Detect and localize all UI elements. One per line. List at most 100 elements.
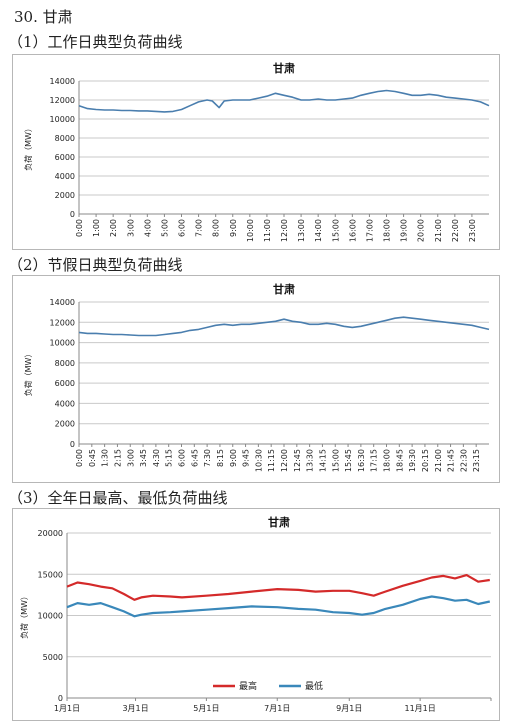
series-line-1 (66, 573, 490, 601)
x-tick-label: 10:30 (254, 449, 263, 472)
x-tick-label: 9:00 (229, 449, 238, 467)
x-tick-label: 3:45 (139, 449, 148, 467)
x-tick-label: 13:00 (297, 219, 306, 242)
x-tick-label: 11:15 (267, 449, 276, 472)
x-tick-label: 14:15 (318, 449, 327, 472)
y-tick-label: 12000 (50, 96, 75, 105)
y-tick-label: 10000 (50, 115, 75, 124)
x-tick-label: 18:45 (395, 449, 404, 472)
x-tick-label: 3月1日 (122, 704, 148, 713)
x-tick-label: 7月1日 (264, 704, 290, 713)
x-tick-label: 20:00 (417, 219, 426, 242)
x-tick-label: 4:30 (152, 449, 161, 467)
chart-title: 甘肃 (273, 61, 295, 75)
x-tick-label: 15:45 (344, 449, 353, 472)
x-tick-label: 5:00 (160, 219, 169, 237)
x-tick-label: 11:00 (263, 219, 272, 242)
x-tick-label: 1月1日 (54, 704, 80, 713)
series-line-1 (78, 316, 490, 337)
y-tick-label: 0 (58, 694, 63, 703)
y-tick-label: 5000 (43, 653, 63, 662)
x-tick-label: 4:00 (143, 219, 152, 237)
y-tick-label: 10000 (50, 339, 75, 348)
y-tick-label: 6000 (55, 379, 75, 388)
y-tick-label: 8000 (55, 134, 75, 143)
y-tick-label: 0 (70, 210, 75, 219)
x-tick-label: 9:45 (242, 449, 251, 467)
y-tick-label: 0 (70, 440, 75, 449)
y-tick-label: 12000 (50, 318, 75, 327)
y-tick-label: 10000 (38, 612, 63, 621)
x-tick-label: 19:00 (400, 219, 409, 242)
y-tick-label: 4000 (55, 172, 75, 181)
section-title: 30. 甘肃 (14, 8, 73, 26)
x-tick-label: 11月1日 (404, 704, 435, 713)
x-tick-label: 9:00 (229, 219, 238, 237)
x-tick-label: 0:45 (88, 449, 97, 467)
x-tick-label: 9月1日 (336, 704, 362, 713)
x-tick-label: 8:15 (216, 449, 225, 467)
y-axis-label: 负荷（MW） (23, 350, 33, 397)
x-tick-label: 21:00 (434, 449, 443, 472)
y-tick-label: 8000 (55, 359, 75, 368)
x-tick-label: 2:00 (109, 219, 118, 237)
x-tick-label: 5:15 (165, 449, 174, 467)
x-tick-label: 15:00 (331, 219, 340, 242)
x-tick-label: 6:45 (190, 449, 199, 467)
x-tick-label: 22:30 (459, 449, 468, 472)
y-tick-label: 14000 (50, 298, 75, 307)
x-tick-label: 8:00 (212, 219, 221, 237)
x-tick-label: 14:00 (314, 219, 323, 242)
x-tick-label: 3:00 (126, 449, 135, 467)
heading-workday: （1）工作日典型负荷曲线 (8, 33, 183, 51)
x-tick-label: 0:00 (75, 219, 84, 237)
y-tick-label: 6000 (55, 153, 75, 162)
y-axis-label: 负荷（MW） (19, 592, 29, 639)
x-tick-label: 10:00 (246, 219, 255, 242)
x-tick-label: 13:30 (306, 449, 315, 472)
x-tick-label: 17:15 (370, 449, 379, 472)
x-tick-label: 15:00 (331, 449, 340, 472)
y-tick-label: 2000 (55, 191, 75, 200)
x-tick-label: 6:00 (178, 219, 187, 237)
x-tick-label: 12:00 (280, 219, 289, 242)
series-line-1 (78, 89, 490, 113)
heading-holiday: （2）节假日典型负荷曲线 (8, 256, 183, 274)
x-tick-label: 19:30 (408, 449, 417, 472)
x-tick-label: 18:00 (383, 219, 392, 242)
x-tick-label: 5月1日 (193, 704, 219, 713)
x-tick-label: 0:00 (75, 449, 84, 467)
y-tick-label: 2000 (55, 420, 75, 429)
x-tick-label: 12:45 (293, 449, 302, 472)
legend-label-1: 最高 (239, 680, 257, 692)
y-tick-label: 14000 (50, 77, 75, 86)
x-tick-label: 23:15 (472, 449, 481, 472)
x-tick-label: 1:00 (92, 219, 101, 237)
chart-title: 甘肃 (268, 515, 290, 529)
y-tick-label: 20000 (38, 529, 63, 538)
x-tick-label: 12:00 (280, 449, 289, 472)
x-tick-label: 22:00 (451, 219, 460, 242)
x-tick-label: 16:30 (357, 449, 366, 472)
x-tick-label: 2:15 (113, 449, 122, 467)
heading-annual: （3）全年日最高、最低负荷曲线 (8, 489, 228, 507)
x-tick-label: 7:00 (195, 219, 204, 237)
x-tick-label: 18:00 (383, 449, 392, 472)
x-tick-label: 21:00 (434, 219, 443, 242)
y-axis-label: 负荷（MW） (23, 124, 33, 171)
chart-panel-holiday: 甘肃 负荷（MW） 0 2000 4000 6000 8000 10000 12000 14000… (12, 275, 500, 483)
x-tick-label: 1:30 (101, 449, 110, 467)
x-tick-label: 20:15 (421, 449, 430, 472)
x-tick-label: 17:00 (365, 219, 374, 242)
x-tick-label: 6:00 (178, 449, 187, 467)
legend-label-2: 最低 (305, 680, 323, 692)
legend: 最高 最低 (213, 680, 323, 692)
y-tick-label: 15000 (38, 570, 63, 579)
y-tick-label: 4000 (55, 399, 75, 408)
x-tick-label: 16:00 (348, 219, 357, 242)
series-line-2 (66, 595, 491, 618)
x-tick-label: 3:00 (126, 219, 135, 237)
